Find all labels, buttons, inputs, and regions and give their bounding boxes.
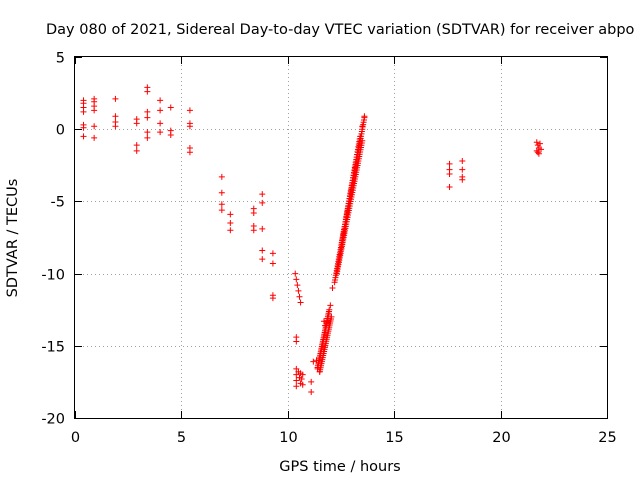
data-point xyxy=(157,129,164,136)
data-point xyxy=(328,313,335,320)
data-point xyxy=(80,133,87,140)
x-axis-label: GPS time / hours xyxy=(279,459,400,475)
data-point xyxy=(227,227,234,234)
data-point xyxy=(133,120,140,127)
data-point xyxy=(310,358,317,365)
data-point xyxy=(293,338,300,345)
y-tick-label: -15 xyxy=(41,340,65,356)
data-point xyxy=(218,173,225,180)
x-tick-label: 0 xyxy=(71,430,80,446)
x-tick-label: 5 xyxy=(177,430,186,446)
data-point xyxy=(293,377,300,384)
y-tick-label: -20 xyxy=(41,412,65,428)
plot-frame xyxy=(74,56,608,419)
data-point xyxy=(218,189,225,196)
data-point xyxy=(157,107,164,114)
data-point xyxy=(299,381,306,388)
chart-title: Day 080 of 2021, Sidereal Day-to-day VTE… xyxy=(46,22,635,38)
data-point xyxy=(144,88,151,95)
data-point xyxy=(293,383,300,390)
data-point xyxy=(297,299,304,306)
data-point xyxy=(446,160,453,167)
data-point xyxy=(446,183,453,190)
tick-layer: 0 5 10 15 20 25 5 0 -5 -10 -15 -20 xyxy=(41,51,616,447)
data-point xyxy=(250,209,257,216)
grid-layer xyxy=(75,57,607,418)
data-point xyxy=(259,225,266,232)
y-axis-label: SDTVAR / TECUs xyxy=(5,179,21,298)
data-point xyxy=(259,256,266,263)
data-point xyxy=(329,285,336,292)
data-point xyxy=(80,108,87,115)
data-point xyxy=(534,149,541,156)
y-tick-label: 0 xyxy=(56,123,65,139)
data-point xyxy=(357,133,364,140)
data-point xyxy=(535,150,542,157)
data-point xyxy=(538,146,545,153)
data-point xyxy=(259,247,266,254)
data-point xyxy=(186,149,193,156)
data-point xyxy=(308,389,315,396)
data-point xyxy=(459,157,466,164)
data-point xyxy=(218,201,225,208)
data-point xyxy=(327,302,334,309)
data-point xyxy=(259,191,266,198)
data-point xyxy=(299,371,306,378)
data-point xyxy=(533,139,540,146)
data-point xyxy=(259,199,266,206)
data-point xyxy=(269,295,276,302)
data-point xyxy=(112,113,119,120)
y-tick-label: 5 xyxy=(56,51,65,67)
data-point xyxy=(80,124,87,131)
points-layer xyxy=(80,84,545,396)
data-point xyxy=(144,129,151,136)
data-point xyxy=(144,108,151,115)
data-point xyxy=(157,97,164,104)
data-point xyxy=(91,134,98,141)
data-point xyxy=(167,131,174,138)
data-point xyxy=(91,123,98,130)
data-point xyxy=(459,166,466,173)
data-point xyxy=(361,114,368,121)
data-point xyxy=(133,147,140,154)
data-point xyxy=(157,120,164,127)
data-point xyxy=(112,95,119,102)
x-tick-label: 25 xyxy=(598,430,616,446)
y-tick-label: -10 xyxy=(41,268,65,284)
data-point xyxy=(292,270,299,277)
data-point xyxy=(218,207,225,214)
data-point xyxy=(112,123,119,130)
x-tick-label: 10 xyxy=(279,430,297,446)
data-point xyxy=(269,250,276,257)
data-point xyxy=(144,134,151,141)
data-point xyxy=(293,276,300,283)
data-point xyxy=(186,107,193,114)
x-tick-label: 15 xyxy=(385,430,403,446)
data-point xyxy=(250,227,257,234)
x-tick-label: 20 xyxy=(492,430,510,446)
data-point xyxy=(298,376,305,383)
data-point xyxy=(326,306,333,313)
data-point xyxy=(227,211,234,218)
data-point xyxy=(536,140,543,147)
data-point xyxy=(295,287,302,294)
data-point xyxy=(446,170,453,177)
data-point xyxy=(144,114,151,121)
data-point xyxy=(269,260,276,267)
data-point xyxy=(294,282,301,289)
data-point xyxy=(91,107,98,114)
data-point xyxy=(186,123,193,130)
data-point xyxy=(308,378,315,385)
y-tick-label: -5 xyxy=(51,195,65,211)
data-point xyxy=(133,142,140,149)
data-point xyxy=(459,176,466,183)
data-point xyxy=(296,293,303,300)
data-point xyxy=(227,220,234,227)
data-point xyxy=(167,104,174,111)
